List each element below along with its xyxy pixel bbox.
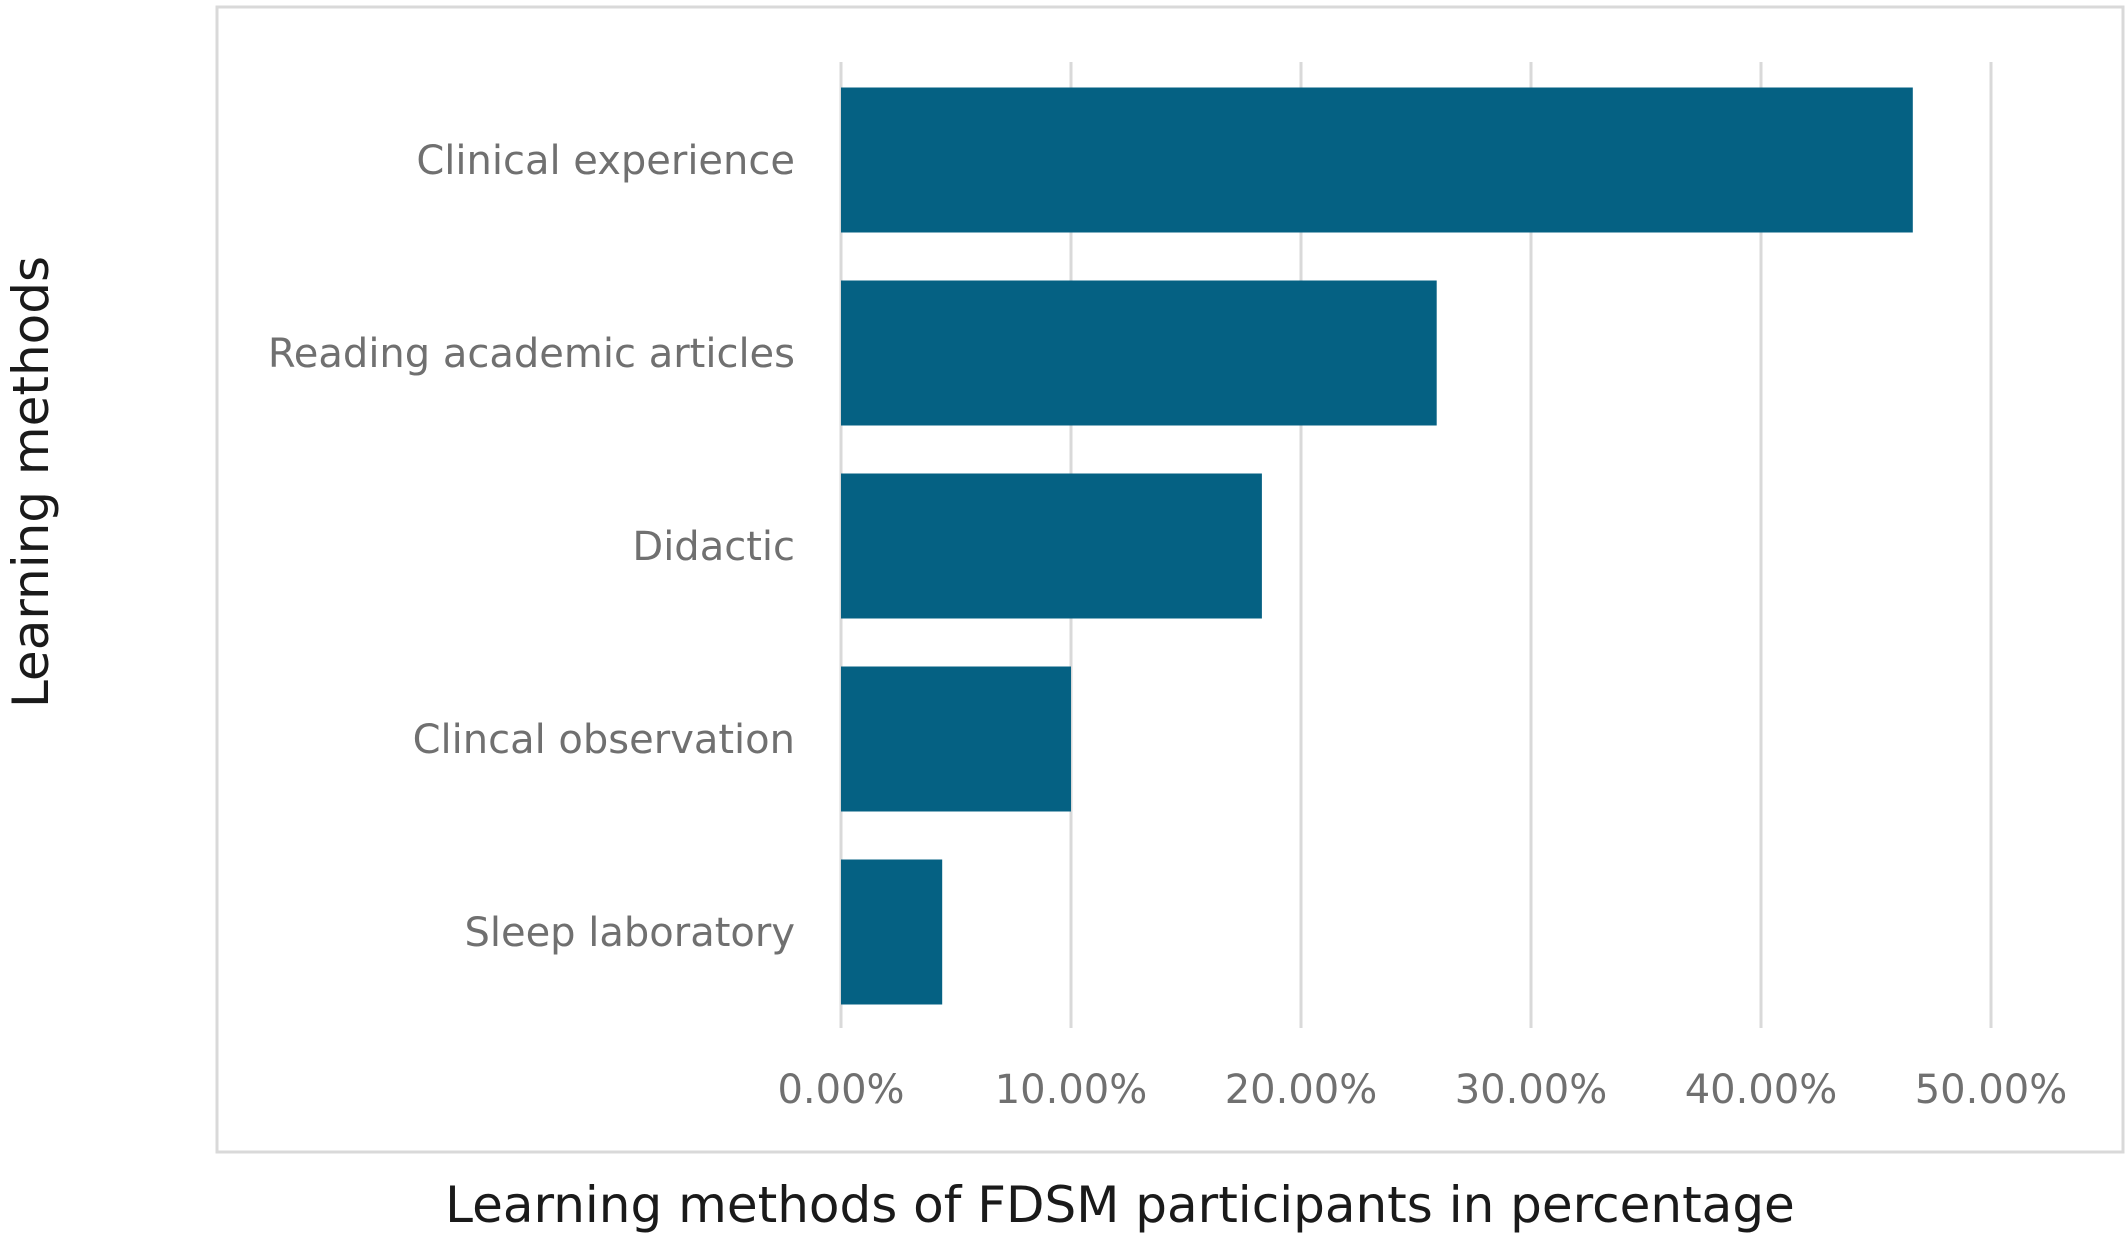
bar xyxy=(841,859,943,1005)
bar xyxy=(841,280,1437,426)
category-label: Reading academic articles xyxy=(268,331,795,377)
x-axis-title: Learning methods of FDSM participants in… xyxy=(445,1176,1795,1234)
x-tick-labels: 0.00% 10.00% 20.00% 30.00% 40.00% 50.00% xyxy=(777,1067,2067,1113)
category-label: Sleep laboratory xyxy=(464,910,795,956)
bar xyxy=(841,666,1071,812)
category-label: Clincal observation xyxy=(413,717,795,763)
chart-frame xyxy=(215,5,2125,1154)
category-labels: Clinical experience Reading academic arti… xyxy=(268,138,795,956)
category-label: Clinical experience xyxy=(416,138,795,184)
bars xyxy=(841,87,1913,1005)
x-tick-label: 30.00% xyxy=(1455,1067,1608,1113)
x-tick-label: 10.00% xyxy=(995,1067,1148,1113)
x-tick-label: 50.00% xyxy=(1915,1067,2068,1113)
x-tick-label: 20.00% xyxy=(1225,1067,1378,1113)
y-axis-title: Learning methods xyxy=(2,256,60,708)
x-tick-label: 40.00% xyxy=(1685,1067,1838,1113)
x-tick-label: 0.00% xyxy=(777,1067,904,1113)
bar xyxy=(841,87,1913,233)
category-label: Didactic xyxy=(632,524,795,570)
bar xyxy=(841,473,1262,619)
